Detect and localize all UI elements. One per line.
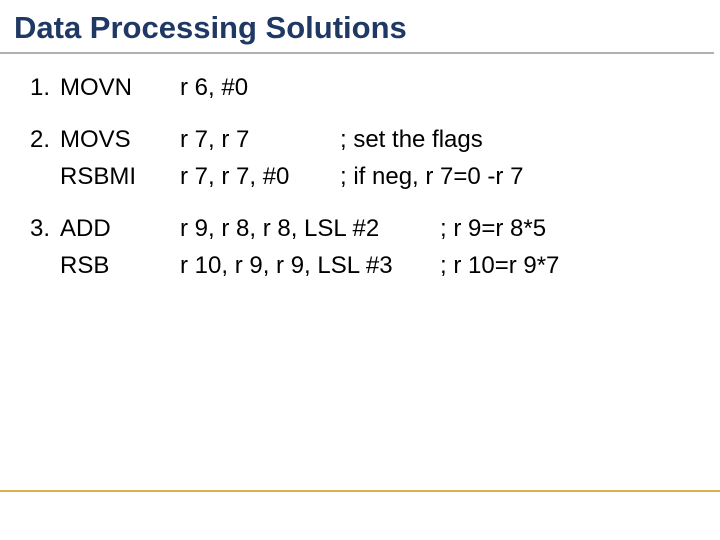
mnemonic: RSB [60, 250, 180, 282]
code-line: RSB r 10, r 9, r 9, LSL #3 ; r 10=r 9*7 [30, 250, 720, 282]
item-number [30, 250, 60, 282]
row-3: 3. ADD r 9, r 8, r 8, LSL #2 ; r 9=r 8*5… [30, 213, 720, 282]
comment [340, 72, 720, 104]
operands: r 7, r 7, #0 [180, 161, 340, 193]
operands: r 6, #0 [180, 72, 340, 104]
operands: r 9, r 8, r 8, LSL #2 [180, 213, 440, 245]
item-number: 2. [30, 124, 60, 156]
slide-body: 1. MOVN r 6, #0 2. MOVS r 7, r 7 ; set t… [0, 54, 720, 282]
slide-title: Data Processing Solutions [0, 0, 714, 54]
item-number: 1. [30, 72, 60, 104]
code-line: RSBMI r 7, r 7, #0 ; if neg, r 7=0 -r 7 [30, 161, 720, 193]
code-line: 3. ADD r 9, r 8, r 8, LSL #2 ; r 9=r 8*5 [30, 213, 720, 245]
mnemonic: ADD [60, 213, 180, 245]
item-number: 3. [30, 213, 60, 245]
footer-rule [0, 490, 720, 492]
code-line: 2. MOVS r 7, r 7 ; set the flags [30, 124, 720, 156]
code-line: 1. MOVN r 6, #0 [30, 72, 720, 104]
mnemonic: MOVN [60, 72, 180, 104]
item-number [30, 161, 60, 193]
operands: r 10, r 9, r 9, LSL #3 [180, 250, 440, 282]
comment: ; if neg, r 7=0 -r 7 [340, 161, 720, 193]
comment: ; r 9=r 8*5 [440, 213, 720, 245]
mnemonic: MOVS [60, 124, 180, 156]
row-2: 2. MOVS r 7, r 7 ; set the flags RSBMI r… [30, 124, 720, 193]
mnemonic: RSBMI [60, 161, 180, 193]
comment: ; r 10=r 9*7 [440, 250, 720, 282]
row-1: 1. MOVN r 6, #0 [30, 72, 720, 104]
comment: ; set the flags [340, 124, 720, 156]
operands: r 7, r 7 [180, 124, 340, 156]
